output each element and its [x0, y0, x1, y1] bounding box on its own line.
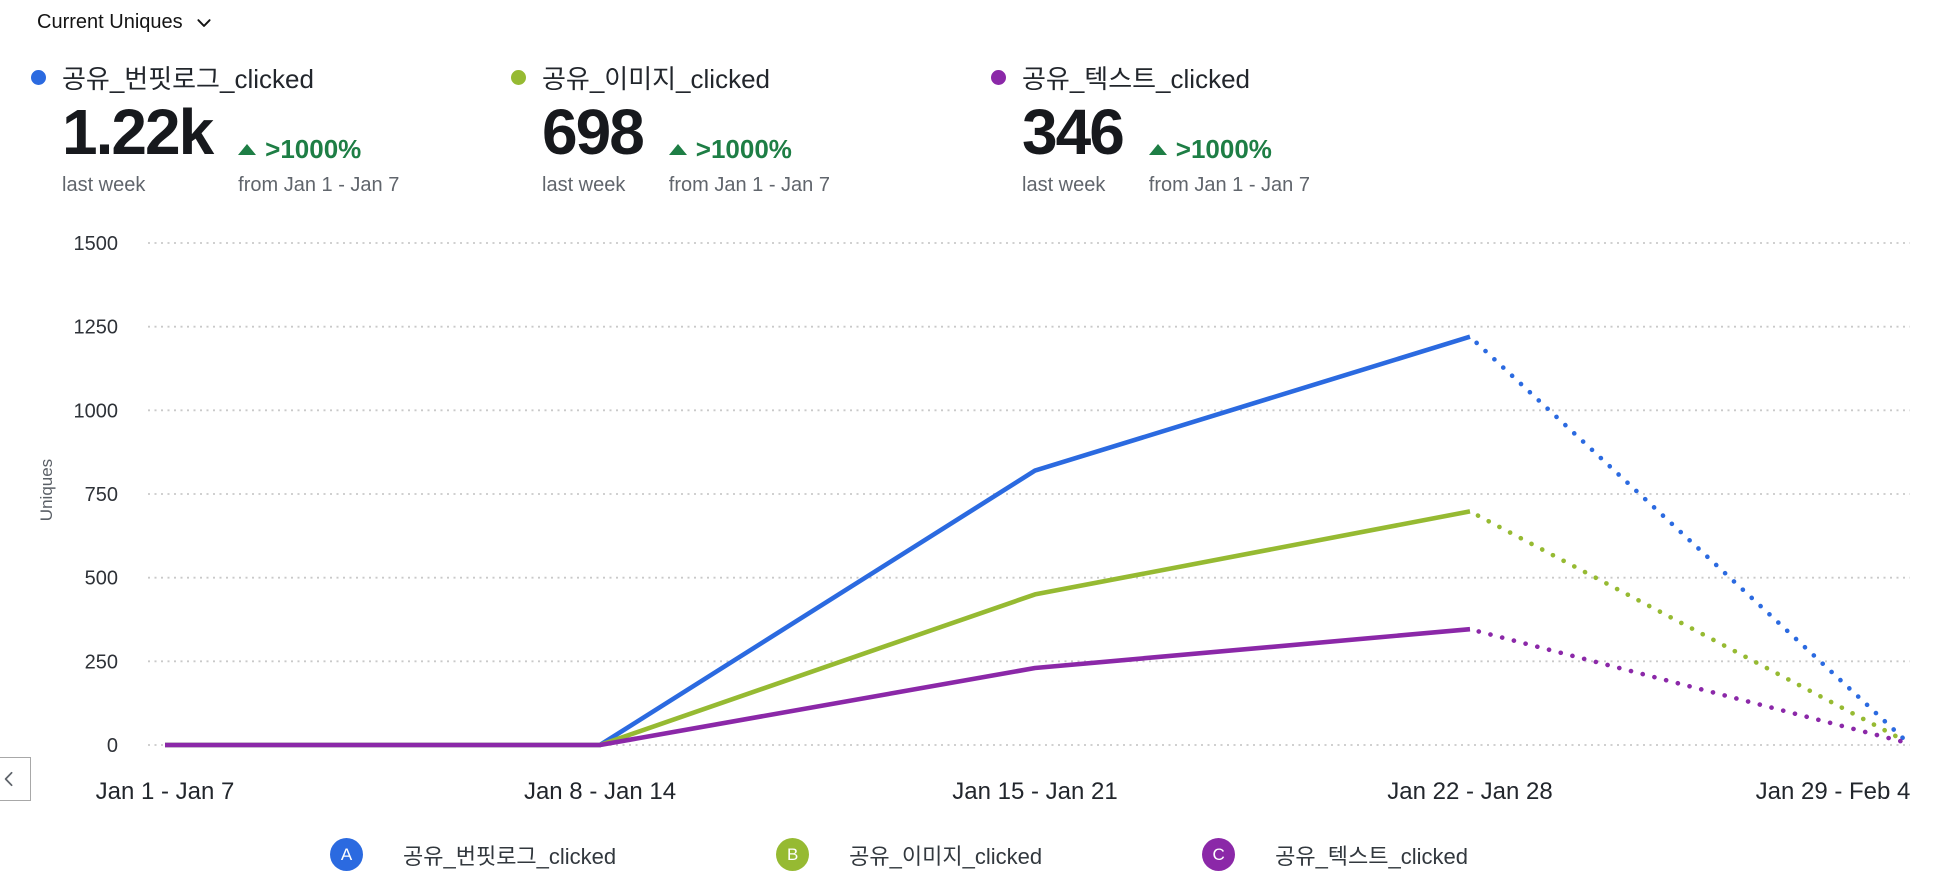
metric-change-value: >1000% — [1175, 134, 1272, 164]
metric-compare-range: from Jan 1 - Jan 7 — [1148, 174, 1310, 196]
series-line-B — [165, 509, 1471, 748]
y-tick-label: 1250 — [74, 317, 119, 339]
metric-body: 698 last week >1000% from Jan 1 - Jan 7 — [542, 100, 991, 197]
series-line-A — [165, 334, 1471, 748]
chart-legend: A 공유_번핏로그_clicked B 공유_이미지_clicked C 공유_텍스트_c… — [330, 838, 1468, 871]
x-axis: Jan 1 - Jan 7 Jan 8 - Jan 14 Jan 15 - Jan … — [0, 778, 1942, 808]
y-tick-label: 500 — [85, 568, 118, 590]
metric-compare-range: from Jan 1 - Jan 7 — [668, 174, 830, 196]
trend-up-icon — [668, 143, 687, 155]
legend-series-label: 공유_이미지_clicked — [849, 843, 1043, 869]
metric-change: >1000% — [238, 134, 399, 164]
y-axis-title: Uniques — [37, 458, 56, 522]
metric-event-name: 공유_텍스트_clicked — [1022, 63, 1250, 94]
y-tick-label: 250 — [85, 651, 118, 673]
metric-value: 698 — [542, 96, 645, 168]
legend-series-badge: C — [1202, 838, 1236, 871]
metric-value-block: 346 last week — [1022, 96, 1125, 197]
y-tick-label: 1000 — [74, 400, 119, 422]
chevron-down-icon — [195, 14, 213, 32]
metric-mode-dropdown[interactable]: Current Uniques — [37, 11, 213, 34]
series-line-dotted-C — [1467, 626, 1908, 745]
legend-item-B[interactable]: B 공유_이미지_clicked — [776, 838, 1042, 871]
metric-card-c[interactable]: 공유_텍스트_clicked 346 last week >1000% from… — [991, 62, 1471, 197]
x-axis-label: Jan 1 - Jan 7 — [95, 778, 235, 805]
legend-item-C[interactable]: C 공유_텍스트_clicked — [1202, 838, 1468, 871]
y-tick-label: 1500 — [74, 233, 119, 255]
metric-value-block: 1.22k last week — [62, 96, 214, 197]
metric-period: last week — [542, 174, 626, 196]
legend-series-badge: B — [776, 838, 810, 871]
metrics-row: 공유_번핏로그_clicked 1.22k last week >1000% f… — [31, 62, 1471, 197]
x-axis-label: Jan 8 - Jan 14 — [523, 778, 677, 805]
metric-head: 공유_이미지_clicked — [511, 62, 991, 94]
metric-value: 1.22k — [62, 96, 214, 168]
metric-change-value: >1000% — [695, 134, 792, 164]
metric-event-name: 공유_번핏로그_clicked — [62, 63, 314, 94]
series-color-dot-icon — [991, 69, 1006, 85]
metric-change-value: >1000% — [265, 134, 362, 164]
metric-mode-label: Current Uniques — [37, 11, 183, 33]
metric-head: 공유_번핏로그_clicked — [31, 62, 511, 94]
metric-period: last week — [62, 174, 146, 196]
x-axis-label: Jan 29 - Feb 4 — [1755, 778, 1911, 805]
trend-up-icon — [238, 143, 257, 155]
metric-value-block: 698 last week — [542, 96, 645, 197]
series-line-C — [165, 626, 1471, 748]
legend-item-A[interactable]: A 공유_번핏로그_clicked — [330, 838, 616, 871]
metric-event-name: 공유_이미지_clicked — [542, 63, 770, 94]
metric-change-block: >1000% from Jan 1 - Jan 7 — [668, 134, 830, 197]
series-color-dot-icon — [511, 69, 526, 85]
legend-series-label: 공유_번핏로그_clicked — [403, 843, 617, 869]
series-line-dotted-A — [1467, 334, 1908, 743]
metric-change: >1000% — [1148, 134, 1310, 164]
metric-compare-range: from Jan 1 - Jan 7 — [238, 174, 400, 196]
metric-change: >1000% — [668, 134, 830, 164]
x-axis-label: Jan 22 - Jan 28 — [1387, 778, 1553, 805]
metric-body: 346 last week >1000% from Jan 1 - Jan 7 — [1022, 100, 1471, 197]
metric-body: 1.22k last week >1000% from Jan 1 - Jan … — [62, 100, 511, 197]
y-tick-label: 0 — [107, 735, 118, 757]
metric-period: last week — [1022, 174, 1106, 196]
legend-series-badge: A — [330, 838, 363, 871]
legend-series-label: 공유_텍스트_clicked — [1275, 843, 1469, 869]
x-axis-label: Jan 15 - Jan 21 — [952, 778, 1118, 805]
previous-page-button[interactable] — [0, 757, 31, 801]
metric-card-b[interactable]: 공유_이미지_clicked 698 last week >1000% from… — [511, 62, 991, 197]
y-tick-label: 750 — [85, 484, 118, 506]
metric-value: 346 — [1022, 96, 1125, 168]
series-color-dot-icon — [31, 69, 46, 85]
series-line-dotted-B — [1467, 509, 1908, 744]
trend-up-icon — [1148, 143, 1167, 155]
metric-head: 공유_텍스트_clicked — [991, 62, 1471, 94]
metric-card-a[interactable]: 공유_번핏로그_clicked 1.22k last week >1000% f… — [31, 62, 511, 197]
chevron-left-icon — [0, 770, 18, 788]
metric-change-block: >1000% from Jan 1 - Jan 7 — [238, 134, 399, 197]
metric-change-block: >1000% from Jan 1 - Jan 7 — [1148, 134, 1310, 197]
